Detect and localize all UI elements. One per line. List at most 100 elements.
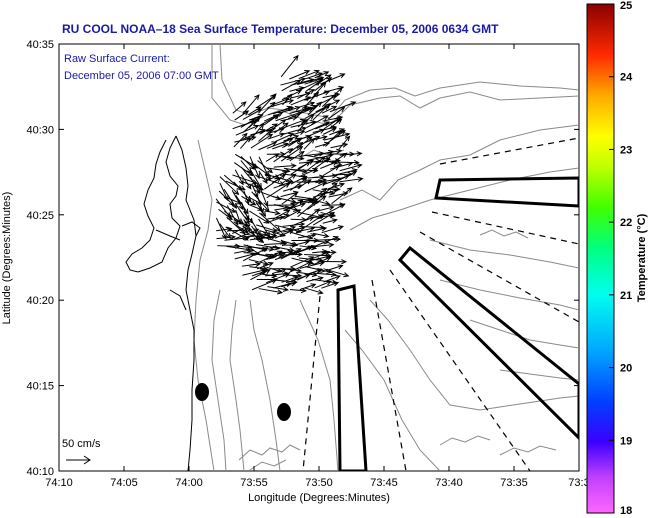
y-axis: 40:35 40:30 40:25 40:20 40:15 40:10	[26, 39, 579, 478]
current-vector	[321, 86, 343, 108]
current-vector	[320, 259, 348, 265]
current-vector	[322, 165, 340, 177]
colorbar	[586, 3, 615, 514]
current-vector	[280, 248, 302, 260]
current-vector	[249, 156, 260, 180]
current-vector	[320, 203, 346, 218]
current-annotation-line1: Raw Surface Current:	[64, 53, 170, 65]
current-vector	[305, 80, 322, 93]
current-vector	[267, 98, 295, 109]
current-vector	[257, 160, 274, 174]
current-vector	[329, 118, 343, 129]
current-vector	[304, 121, 331, 134]
current-vector	[307, 101, 323, 116]
current-vector	[281, 281, 297, 288]
current-vector	[273, 281, 293, 289]
current-vector	[242, 233, 264, 239]
current-vector	[290, 96, 312, 106]
x-tick-label: 73:45	[370, 477, 398, 489]
surface-current-vectors	[215, 54, 364, 295]
current-vector	[259, 93, 277, 112]
current-vector	[283, 155, 305, 161]
current-vector	[312, 135, 328, 141]
current-vector	[282, 93, 293, 106]
transect-lines	[302, 137, 579, 471]
current-vector	[291, 256, 315, 268]
current-vector	[289, 150, 305, 162]
radar-site-marker	[277, 403, 291, 421]
current-vector	[297, 200, 318, 218]
current-vector	[256, 261, 274, 270]
current-vector	[265, 272, 291, 284]
colorbar-tick-label: 22	[620, 217, 632, 229]
current-vector	[321, 148, 343, 155]
current-vector	[320, 73, 346, 85]
current-vector	[266, 182, 291, 199]
current-vector	[298, 168, 319, 178]
current-vector	[280, 54, 299, 78]
current-vector	[219, 176, 240, 196]
current-vector	[242, 247, 269, 262]
current-vector	[313, 271, 337, 278]
current-vector	[272, 267, 287, 275]
current-vector	[280, 105, 301, 114]
current-vector	[305, 213, 325, 228]
current-vector	[297, 179, 312, 189]
current-annotation-line2: December 05, 2006 07:00 GMT	[64, 70, 219, 82]
current-vector	[297, 233, 317, 239]
current-vector	[289, 106, 312, 114]
current-vector	[264, 177, 282, 190]
current-vector	[251, 183, 259, 198]
current-vector	[295, 105, 308, 119]
current-vector	[233, 132, 248, 148]
current-vector	[235, 124, 260, 136]
y-tick-label: 40:15	[26, 381, 54, 393]
current-vector	[312, 102, 331, 121]
current-vector	[289, 70, 311, 80]
current-vector	[296, 268, 322, 281]
current-vector	[241, 195, 257, 206]
colorbar-tick-label: 25	[620, 0, 632, 12]
current-vector	[239, 136, 251, 149]
current-vector	[258, 288, 284, 295]
current-vector	[296, 226, 316, 233]
colorbar-tick-label: 20	[620, 363, 632, 375]
current-vector	[283, 202, 306, 211]
plot-area	[58, 43, 580, 472]
current-vector	[240, 156, 256, 170]
current-vector	[281, 275, 299, 283]
radar-site-marker	[195, 383, 209, 401]
current-vector	[331, 187, 353, 205]
current-vector	[263, 113, 281, 126]
x-tick-label: 73:40	[435, 477, 463, 489]
current-vector	[312, 256, 332, 266]
current-vector	[321, 225, 345, 234]
current-vector	[265, 170, 289, 182]
current-vector	[274, 133, 295, 143]
current-vector	[266, 137, 294, 149]
current-vector	[219, 223, 232, 240]
current-vector	[289, 177, 308, 191]
current-vector	[250, 231, 269, 237]
current-vector	[256, 224, 278, 233]
current-vector	[248, 246, 275, 252]
colorbar-tick-label: 23	[620, 144, 632, 156]
current-vector	[248, 258, 269, 266]
current-vector	[251, 279, 278, 291]
current-vector	[281, 192, 299, 205]
current-vector	[339, 163, 363, 172]
current-vector	[299, 283, 317, 291]
current-vector	[256, 101, 276, 120]
current-vector	[312, 236, 339, 248]
current-vector	[331, 171, 358, 185]
current-vector	[314, 280, 332, 289]
current-vector	[339, 176, 364, 183]
current-vector	[274, 122, 289, 134]
current-vector	[329, 161, 354, 170]
current-vector	[299, 128, 326, 141]
current-vector	[320, 264, 344, 273]
current-vector	[266, 251, 287, 261]
current-vector	[258, 141, 278, 151]
y-tick-label: 40:30	[26, 124, 54, 136]
